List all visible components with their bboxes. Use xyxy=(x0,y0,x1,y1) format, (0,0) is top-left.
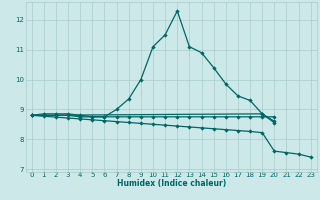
X-axis label: Humidex (Indice chaleur): Humidex (Indice chaleur) xyxy=(116,179,226,188)
